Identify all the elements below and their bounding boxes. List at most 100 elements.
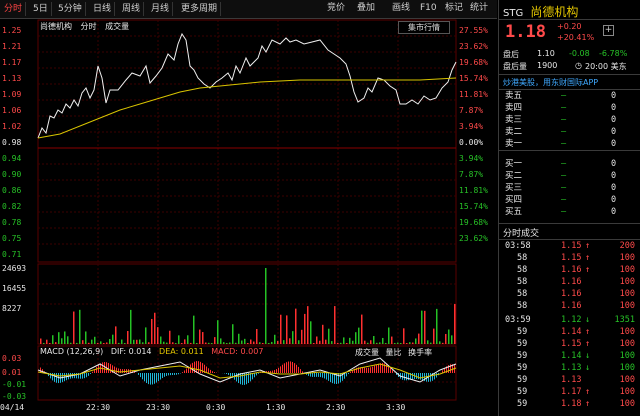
price-grid	[38, 20, 456, 262]
volume-bar	[112, 334, 114, 344]
volume-bar	[265, 268, 267, 344]
price-axis-label: 1.09	[2, 90, 22, 99]
trade-time: 58	[517, 301, 528, 311]
trades-list: 03:58 1.15 ↑ 200 58 1.15 ↑ 100 58 1.16 ↑ 100 58 1.16 1…	[499, 241, 640, 416]
macd-bar	[344, 373, 345, 379]
volume-bar	[448, 329, 450, 344]
tab-more-periods[interactable]: 更多周期	[178, 2, 222, 16]
volume-bar	[388, 327, 390, 344]
volume-bar	[427, 340, 429, 344]
tab-monthly[interactable]: 月线	[148, 2, 174, 16]
macd-bar	[408, 373, 409, 381]
volume-bar	[373, 336, 375, 344]
order-book-volume: 0	[611, 115, 617, 125]
overlay-button[interactable]: 叠加	[357, 3, 376, 13]
order-book-volume: 0	[611, 171, 617, 181]
macd-bar	[358, 367, 359, 373]
auction-button[interactable]: 竞价	[327, 3, 346, 13]
order-book-row: 买二 — 0	[499, 171, 640, 182]
pct-axis-label: 3.94%	[459, 154, 484, 163]
time-axis-label: 2:30	[326, 403, 346, 412]
time-axis-label: 22:30	[86, 403, 111, 412]
macd-bar	[48, 373, 49, 377]
macd-bar	[274, 370, 275, 373]
volume-bar	[52, 335, 54, 344]
stats-button[interactable]: 统计	[470, 3, 489, 13]
macd-bar	[154, 373, 155, 384]
market-dropdown-label: 集市行情	[408, 23, 440, 32]
tab-5min[interactable]: 5分钟	[55, 2, 86, 16]
macd-bar	[282, 364, 283, 373]
macd-bar	[372, 366, 373, 373]
volume-bar	[421, 310, 423, 344]
macd-bar	[348, 373, 349, 375]
volume-bar	[406, 342, 408, 344]
macd-bar	[248, 373, 249, 384]
volume-bar	[88, 342, 90, 344]
volume-bar	[124, 342, 126, 344]
add-watchlist-button[interactable]: +	[603, 25, 614, 36]
volume-bar	[439, 341, 441, 344]
volume-bar	[385, 342, 387, 344]
macd-bar	[120, 368, 121, 373]
indicator-volume-button[interactable]: 成交量	[355, 348, 379, 357]
macd-bar	[40, 367, 41, 373]
ticker: STG	[503, 8, 524, 19]
trade-price: 1.16	[561, 265, 582, 275]
time-axis-label: 3:30	[386, 403, 406, 412]
macd-bar	[80, 373, 81, 379]
avg-price-line	[37, 77, 457, 139]
tab-weekly[interactable]: 周线	[119, 2, 145, 16]
chart-toolbar: 分时 5日 5分钟 日线 周线 月线 更多周期 竞价 叠加 画线 F10 标记 …	[0, 0, 497, 19]
mark-button[interactable]: 标记	[445, 3, 464, 13]
trade-volume: 100	[619, 289, 635, 299]
macd-bar	[450, 364, 451, 373]
macd-bar	[404, 373, 405, 381]
macd-bar	[382, 362, 383, 373]
market-dropdown[interactable]: 集市行情	[398, 21, 450, 34]
price-axis-label: 1.25	[2, 26, 22, 35]
trade-price: 1.16	[561, 277, 582, 287]
volume-bar	[424, 310, 426, 344]
trade-row: 59 1.17 ↑ 100	[499, 387, 640, 398]
f10-button[interactable]: F10	[420, 3, 437, 13]
order-book-price: —	[561, 159, 567, 169]
volume-bar	[250, 339, 252, 344]
order-book-volume: 0	[611, 207, 617, 217]
indicator-volume-ratio-button[interactable]: 量比	[385, 348, 402, 357]
promo-link[interactable]: 炒港美股，用东财国际APP	[503, 78, 599, 87]
macd-bar	[444, 368, 445, 373]
trade-row: 03:59 1.12 ↓ 1351	[499, 315, 640, 326]
trade-price: 1.14	[561, 327, 582, 337]
volume-bar	[355, 332, 357, 344]
order-book-label: 买一	[505, 159, 523, 169]
indicator-turnover-button[interactable]: 换手率	[408, 348, 433, 357]
tab-daily[interactable]: 日线	[90, 2, 116, 16]
macd-bar	[374, 365, 375, 373]
trade-volume: 200	[619, 241, 635, 251]
volume-bar	[445, 333, 447, 344]
volume-bar	[94, 336, 96, 344]
macd-axis-2: -0.01	[2, 380, 27, 389]
volume-bar	[415, 338, 417, 344]
volume-bar	[91, 339, 93, 344]
volume-bar	[154, 312, 156, 344]
volume-bar	[244, 338, 246, 344]
macd-dea-value: DEA: 0.011	[159, 347, 204, 356]
volume-bar	[136, 339, 138, 344]
tab-intraday[interactable]: 分时	[1, 2, 27, 16]
macd-bar	[434, 373, 435, 380]
draw-line-button[interactable]: 画线	[392, 3, 411, 13]
macd-bar	[228, 373, 229, 375]
tab-5day[interactable]: 5日	[30, 2, 52, 16]
trade-direction-icon: ↑	[585, 387, 591, 397]
price-axis-label: 0.98	[2, 138, 22, 147]
volume-axis-mid: 16455	[2, 284, 27, 293]
volume-bar	[295, 308, 297, 344]
macd-bar	[192, 362, 193, 373]
volume-bar	[217, 320, 219, 344]
pct-axis-label: 3.94%	[459, 122, 484, 131]
pct-axis-label: 23.62%	[459, 42, 488, 51]
volume-bar	[118, 342, 120, 344]
trade-time: 58	[517, 265, 528, 275]
